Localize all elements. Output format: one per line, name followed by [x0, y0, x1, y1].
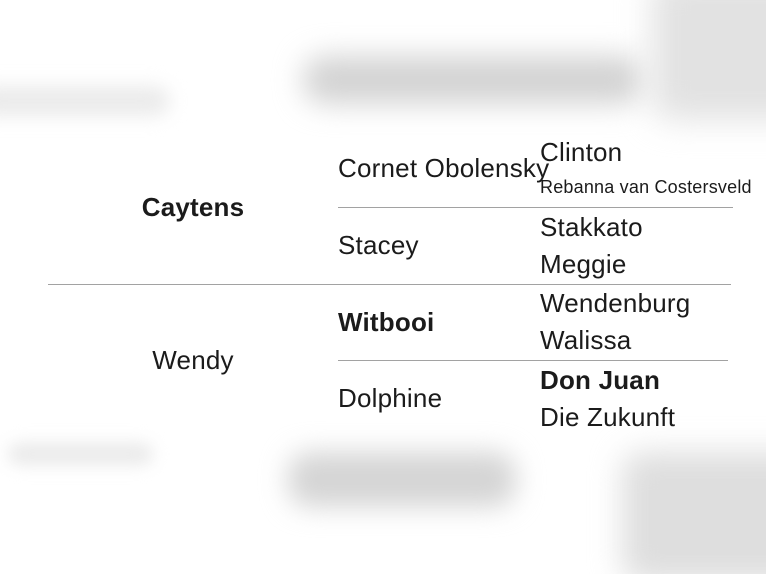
- pedigree-grandparent-1: Cornet Obolensky: [338, 153, 550, 183]
- blurred-content-top-left: [0, 86, 170, 116]
- pedigree-greatgrandparent-1: Clinton: [540, 137, 623, 167]
- blurred-image-top-right: [652, 0, 766, 120]
- pedigree-greatgrandparents-group-4: Don Juan Die Zukunft: [540, 360, 758, 437]
- pedigree-greatgrandparent-4: Meggie: [540, 248, 627, 279]
- pedigree-grandparent-3: Witbooi: [338, 306, 435, 337]
- blurred-heading: [303, 56, 643, 104]
- pedigree-greatgrandparent-6: Walissa: [540, 325, 632, 355]
- pedigree-parent-1: Caytens: [141, 191, 245, 222]
- pedigree-greatgrandparents-group-3: Wendenburg Walissa: [540, 284, 758, 360]
- row-divider-bottom: [338, 360, 728, 361]
- pedigree-greatgrandparent-3: Stakkato: [540, 211, 643, 242]
- pedigree-grandparent-2: Stacey: [338, 230, 419, 260]
- pedigree-greatgrandparent-2: Rebanna van Costersveld: [540, 177, 752, 197]
- blurred-content-bottom-center: [288, 452, 516, 507]
- pedigree-greatgrandparents-group-2: Stakkato Meggie: [540, 207, 758, 284]
- pedigree-greatgrandparents-group-1: Clinton Rebanna van Costersveld: [540, 130, 758, 207]
- row-divider-middle: [48, 284, 731, 285]
- pedigree-parent-2: Wendy: [152, 345, 234, 375]
- row-divider-top: [338, 207, 733, 208]
- blurred-image-bottom-right: [622, 452, 766, 574]
- blurred-content-bottom-left: [8, 443, 153, 465]
- pedigree-greatgrandparent-8: Die Zukunft: [540, 401, 676, 432]
- pedigree-grandparent-4: Dolphine: [338, 383, 443, 413]
- pedigree-greatgrandparent-7: Don Juan: [540, 364, 661, 395]
- pedigree-greatgrandparent-5: Wendenburg: [540, 288, 691, 318]
